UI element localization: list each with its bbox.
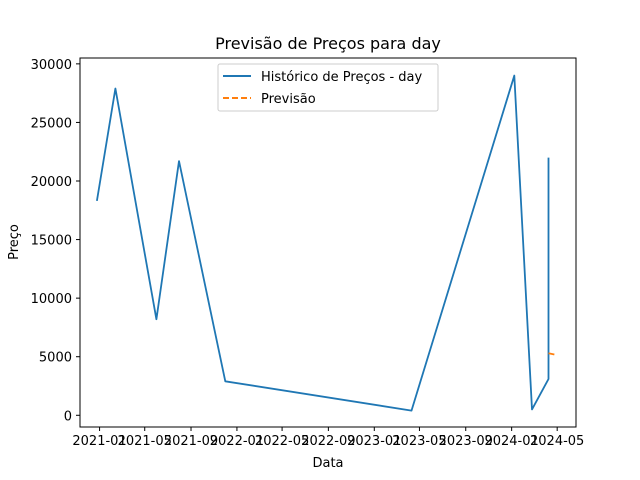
x-tick-label: 2021-09 (164, 434, 218, 449)
x-tick-label: 2023-05 (392, 434, 446, 449)
y-tick-label: 0 (64, 409, 72, 424)
x-axis: 2021-012021-052021-092022-012022-052022-… (72, 427, 584, 449)
x-tick-label: 2021-01 (72, 434, 126, 449)
y-tick-label: 30000 (31, 58, 72, 73)
y-tick-label: 5000 (39, 351, 72, 366)
y-tick-label: 10000 (31, 292, 72, 307)
plot-area (96, 74, 557, 412)
x-tick-label: 2022-01 (210, 434, 264, 449)
y-tick-label: 15000 (31, 234, 72, 249)
chart-title: Previsão de Preços para day (215, 34, 441, 53)
legend-label-historico: Histórico de Preços - day (261, 70, 422, 85)
series-line-1 (548, 352, 557, 356)
x-tick-label: 2024-05 (530, 434, 584, 449)
series-line-0 (96, 74, 550, 412)
legend: Histórico de Preços - day Previsão (217, 63, 439, 112)
x-tick-label: 2022-05 (255, 434, 309, 449)
x-tick-label: 2022-09 (301, 434, 355, 449)
y-tick-label: 25000 (31, 116, 72, 131)
x-tick-label: 2023-01 (347, 434, 401, 449)
y-axis: 0 5000 10000 15000 20000 25000 30000 (31, 58, 80, 424)
x-tick-label: 2023-09 (439, 434, 493, 449)
y-tick-label: 20000 (31, 175, 72, 190)
x-tick-label: 2024-01 (484, 434, 538, 449)
x-tick-label: 2021-05 (118, 434, 172, 449)
legend-label-previsao: Previsão (261, 92, 316, 107)
legend-box (217, 63, 439, 112)
y-axis-label: Preço (7, 224, 22, 260)
x-axis-label: Data (312, 456, 343, 471)
